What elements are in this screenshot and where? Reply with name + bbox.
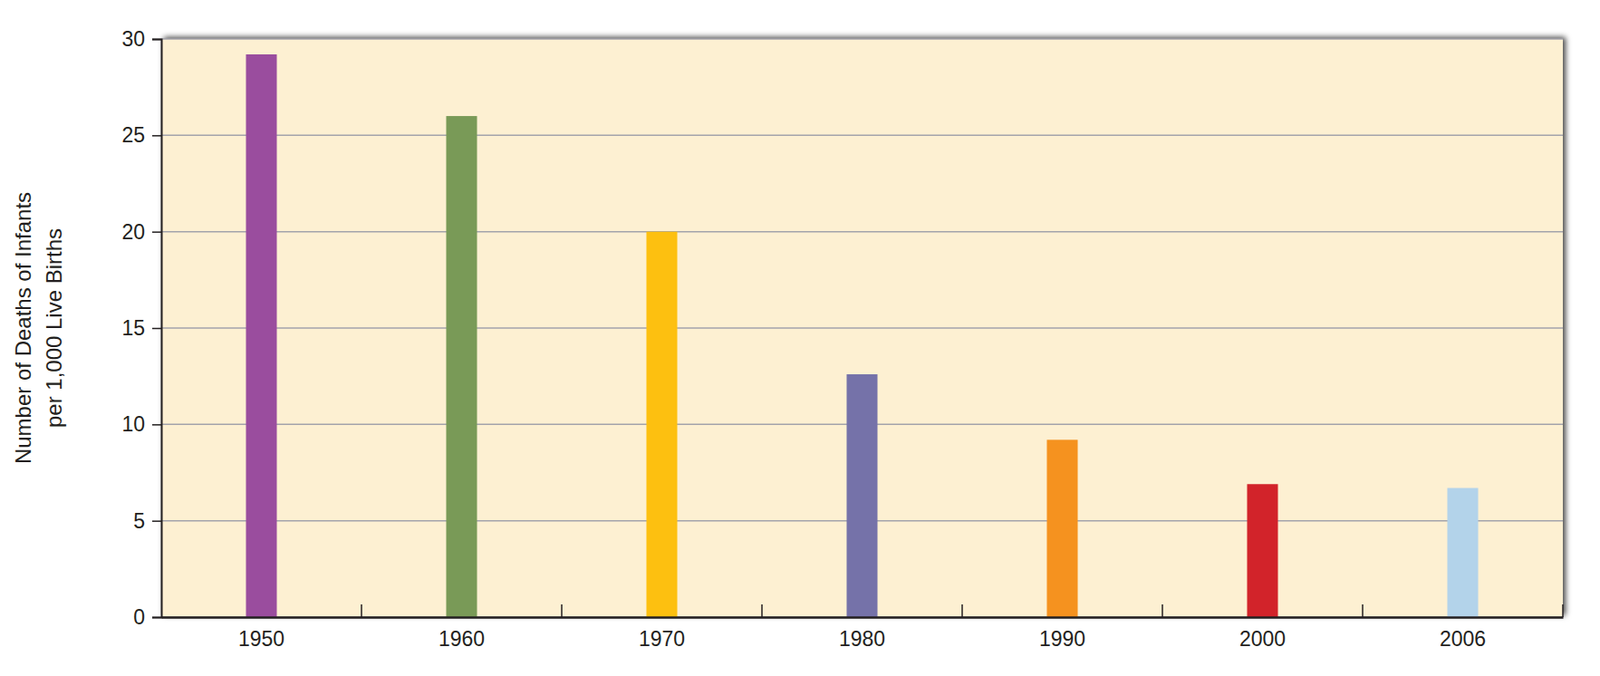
y-axis: 0 5 10 15 20 25 30: [121, 27, 162, 629]
tick: 1950: [238, 616, 285, 651]
axis-line: [162, 616, 1564, 619]
bar: [1246, 483, 1278, 617]
tick-label: 30: [121, 27, 145, 51]
tick: 2006: [1439, 616, 1486, 651]
bar: [245, 54, 277, 617]
category-divider: [360, 604, 363, 617]
tick-label: 2000: [1239, 626, 1286, 651]
tick: 1960: [438, 616, 485, 651]
tick: 1990: [1039, 616, 1086, 651]
grid-line: [161, 616, 1563, 618]
tick-label: 1980: [838, 626, 886, 651]
category-divider: [961, 604, 964, 617]
bar: [445, 115, 477, 617]
bars: [245, 54, 1478, 617]
tick-mark: [152, 327, 162, 330]
tick-mark: [152, 38, 162, 41]
tick: 20: [121, 220, 162, 244]
tick: 0: [133, 605, 162, 629]
grid-line: [161, 38, 1563, 40]
axis-title: per 1,000 Live Births: [41, 228, 67, 428]
tick: 25: [121, 123, 162, 147]
plot: 0 5 10 15 20 25 30 1950 1960 1970 1980 1990 2000 2006: [121, 27, 1563, 651]
axis-line: [152, 39, 163, 618]
category-divider: [761, 604, 763, 617]
tick-label: 1950: [238, 626, 285, 651]
bar: [846, 374, 878, 617]
tick: 1970: [638, 616, 685, 651]
tick-label: 0: [133, 605, 145, 629]
bar: [1046, 439, 1078, 617]
category-divider: [1361, 604, 1364, 617]
tick-label: 1970: [638, 626, 685, 651]
tick-label: 15: [121, 316, 145, 340]
tick: 1980: [838, 616, 886, 651]
category-divider: [1561, 604, 1564, 617]
tick-mark: [152, 616, 162, 619]
tick: 2000: [1239, 616, 1286, 651]
tick-label: 25: [121, 123, 145, 147]
grid-line: [161, 327, 1563, 329]
chart: 0 5 10 15 20 25 30 1950 1960 1970 1980 1990 2000 2006…: [0, 0, 1600, 676]
tick-label: 2006: [1439, 626, 1486, 651]
category-dividers: [361, 604, 1563, 617]
tick-mark: [152, 134, 162, 137]
bar: [1446, 488, 1478, 617]
tick-label: 10: [121, 412, 145, 436]
category-divider: [560, 604, 563, 617]
grid-line: [161, 231, 1563, 233]
grid: [161, 38, 1563, 617]
grid-line: [161, 134, 1563, 137]
category-divider: [1161, 604, 1164, 617]
tick-mark: [152, 231, 162, 233]
plot-background: [161, 38, 1563, 617]
tick: 5: [133, 509, 162, 533]
bar: [645, 231, 677, 617]
tick-label: 1990: [1039, 626, 1086, 651]
tick-mark: [152, 424, 162, 426]
tick-label: 5: [133, 509, 145, 533]
axis-title: Number of Deaths of Infants: [10, 192, 36, 464]
tick-label: 1960: [438, 626, 485, 651]
tick-label: 20: [121, 220, 145, 244]
tick: 30: [121, 27, 162, 51]
tick: 15: [121, 316, 162, 340]
x-axis: 1950 1960 1970 1980 1990 2000 2006: [162, 616, 1564, 651]
tick: 10: [121, 412, 162, 436]
tick-mark: [152, 520, 162, 522]
